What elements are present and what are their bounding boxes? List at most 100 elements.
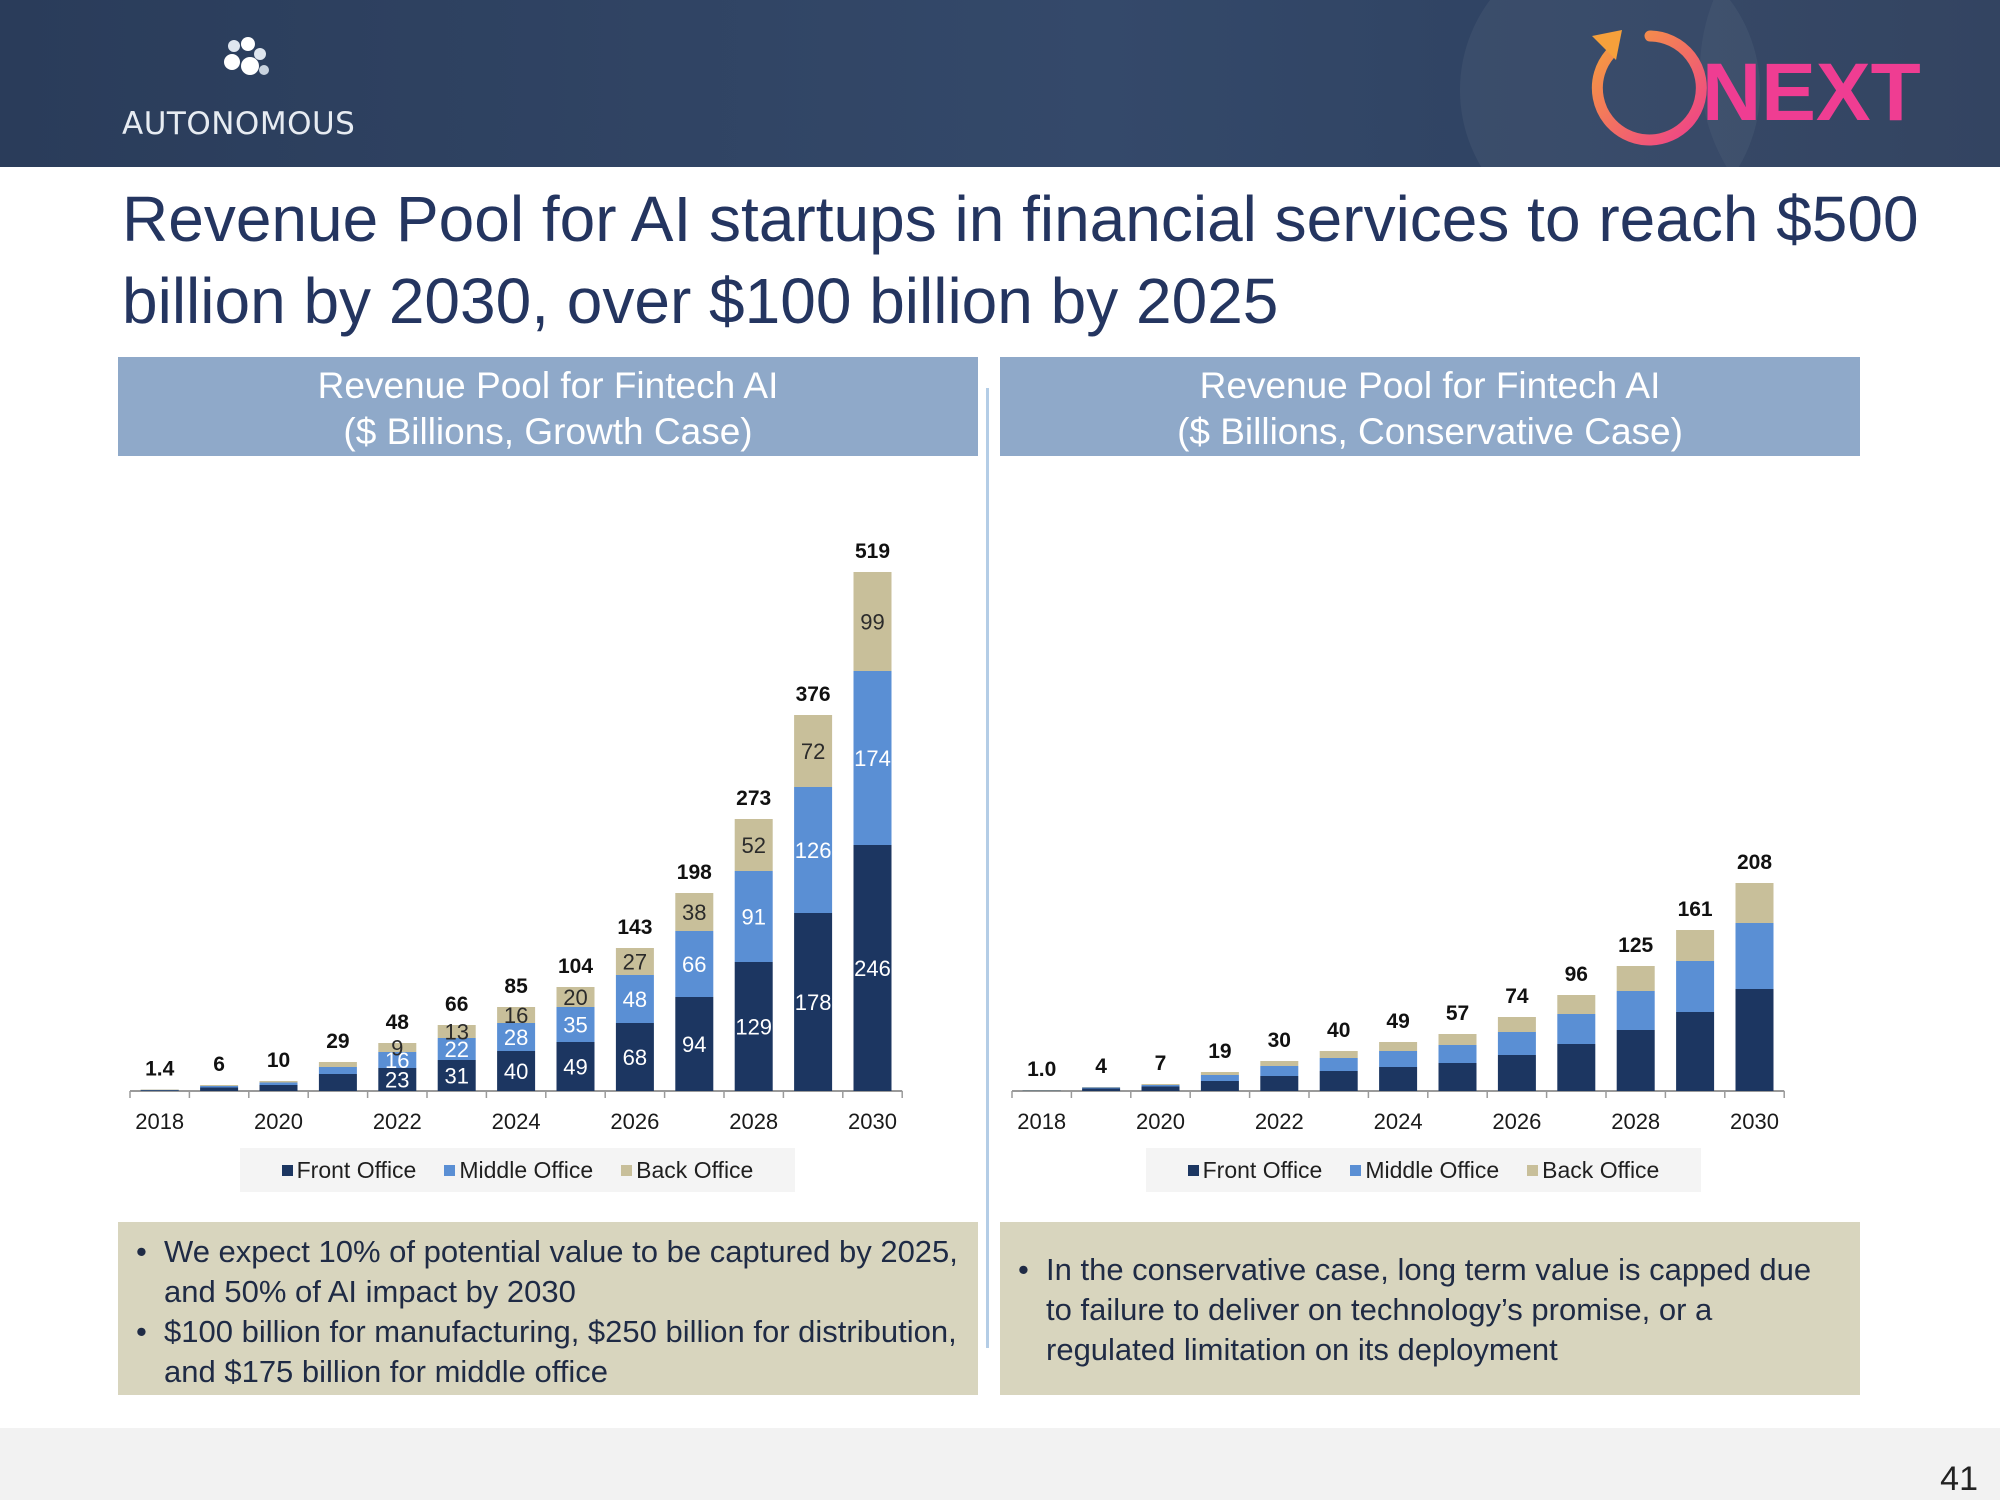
segment-value-label: 16 [385,1048,409,1073]
bar-segment-front-office [1676,1012,1715,1091]
conservative-case-chart: 1.0 2018 4 7 2020 19 30 2022 40 49 2024 57 74 2026 96 1… [1011,851,1785,1134]
bar-segment-front-office [378,1068,417,1091]
bar-total-label: 74 [1505,985,1529,1008]
back-office-swatch [1527,1164,1539,1176]
bar-segment-back-office [497,1007,536,1023]
bar-segment-middle-office [1260,1066,1299,1076]
bar-segment-back-office [734,819,773,871]
bar-segment-front-office [1616,1030,1655,1091]
growth-chart-legend: Front Office Middle Office Back Office [240,1148,795,1192]
legend-label: Front Office [296,1156,417,1183]
footer-bar [0,1428,2000,1500]
bar-segment-middle-office [794,787,833,913]
x-tick-label: 2026 [610,1109,659,1134]
bar-segment-front-office [853,845,892,1091]
bar-segment-middle-office [615,975,654,1023]
segment-value-label: 72 [801,739,825,764]
bar-segment-back-office [853,572,892,671]
x-tick-label: 2024 [1374,1109,1423,1134]
legend-label: Middle Office [459,1156,594,1183]
x-tick-label: 2020 [1136,1109,1185,1134]
bar-total-label: 40 [1327,1019,1350,1042]
bar-segment-middle-office [1676,961,1715,1012]
bar-segment-front-office [318,1074,357,1091]
bar-segment-back-office [1676,930,1715,961]
x-tick-label: 2018 [135,1109,184,1134]
bar-segment-middle-office [1557,1014,1596,1044]
bar-segment-back-office [1379,1042,1418,1051]
bar-total-label: 208 [1737,851,1772,874]
bar-segment-middle-office [1497,1032,1536,1055]
bar-segment-back-office [200,1085,239,1086]
segment-value-label: 16 [504,1003,528,1028]
bar-segment-back-office [1022,1090,1061,1091]
front-office-swatch [281,1164,293,1176]
bar-segment-back-office [1497,1017,1536,1032]
header-decoration [1460,0,1760,167]
bar-total-label: 48 [386,1011,410,1034]
bar-segment-back-office [1557,995,1596,1014]
x-tick-label: 2030 [848,1109,897,1134]
conservative-chart-header: Revenue Pool for Fintech AI ($ Billions,… [1000,357,1860,456]
legend-label: Back Office [1542,1156,1660,1183]
bar-total-label: 49 [1386,1010,1409,1033]
bar-segment-front-office [1497,1055,1536,1091]
bar-total-label: 66 [445,993,468,1016]
bar-segment-middle-office [1319,1058,1358,1071]
growth-case-note: • We expect 10% of potential value to be … [118,1222,978,1395]
bar-segment-middle-office [1379,1051,1418,1067]
segment-value-label: 40 [504,1059,528,1084]
legend-label: Back Office [636,1156,754,1183]
conservative-chart-legend: Front Office Middle Office Back Office [1146,1148,1701,1192]
bar-total-label: 29 [326,1030,349,1053]
middle-office-swatch [1350,1164,1362,1176]
segment-value-label: 13 [444,1020,468,1045]
autonomous-logo-text: AUTONOMOUS [122,106,356,142]
segment-value-label: 246 [854,956,891,981]
bar-segment-back-office [140,1089,179,1091]
header-banner: AUTONOMOUS NEXT [0,0,2000,167]
bar-segment-back-office [1438,1034,1477,1045]
legend-label: Middle Office [1365,1156,1500,1183]
bar-segment-middle-office [675,931,714,997]
bar-segment-front-office [1260,1076,1299,1091]
back-office-swatch [621,1164,633,1176]
bullet-icon: • [136,1314,147,1349]
segment-value-label: 23 [385,1068,409,1093]
conservative-chart-title: Revenue Pool for Fintech AI [1199,365,1661,406]
bar-segment-middle-office [853,671,892,845]
legend-item-front-office: Front Office [1187,1157,1322,1184]
x-tick-label: 2018 [1017,1109,1066,1134]
note-text: In the conservative case, long term valu… [1046,1252,1812,1367]
bar-segment-back-office [794,715,833,787]
segment-value-label: 99 [860,610,884,635]
bar-total-label: 198 [677,861,712,884]
bar-segment-front-office [1735,989,1774,1091]
bar-segment-middle-office [1141,1085,1180,1087]
bar-segment-middle-office [1438,1045,1477,1063]
x-tick-label: 2028 [729,1109,778,1134]
segment-value-label: 68 [623,1045,647,1070]
segment-value-label: 35 [563,1013,587,1038]
column-divider [986,388,989,1348]
bar-segment-front-office [259,1085,298,1091]
bar-segment-back-office [556,987,595,1007]
bar-segment-front-office [615,1023,654,1091]
note-bullet-item: • $100 billion for manufacturing, $250 bi… [136,1312,958,1392]
bar-segment-back-office [437,1025,476,1038]
segment-value-label: 126 [795,838,832,863]
bar-total-label: 96 [1565,963,1588,986]
segment-value-label: 20 [563,985,587,1010]
bar-segment-front-office [1200,1081,1239,1091]
bar-segment-middle-office [497,1023,536,1051]
bar-segment-front-office [1141,1086,1180,1091]
x-tick-label: 2024 [492,1109,541,1134]
bar-segment-back-office [1616,966,1655,991]
bar-segment-front-office [556,1042,595,1091]
bar-total-label: 85 [504,975,528,998]
bar-total-label: 7 [1155,1052,1167,1075]
segment-value-label: 49 [563,1055,587,1080]
x-tick-label: 2020 [254,1109,303,1134]
bar-segment-front-office [1082,1088,1121,1091]
legend-item-middle-office: Middle Office [444,1157,593,1184]
